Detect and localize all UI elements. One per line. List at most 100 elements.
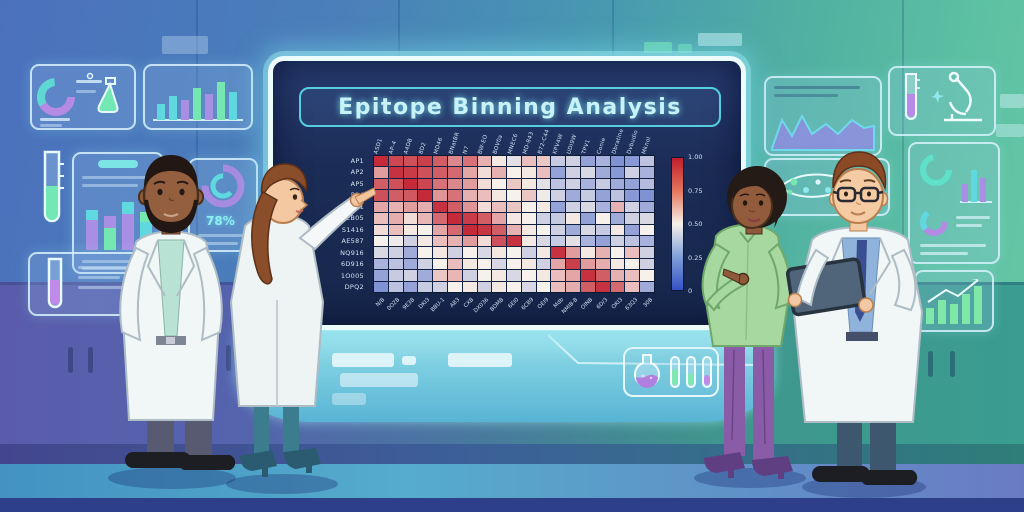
heatmap-cell [462,270,477,281]
heatmap-cell [433,201,447,213]
cabinet-handle [928,351,933,377]
panel-test-tube [28,252,142,316]
heatmap-cell [418,167,433,178]
heatmap-cell [625,201,640,213]
heatmap-cell [388,201,403,213]
heatmap-cell [581,235,595,247]
heatmap-cell [507,281,521,292]
heatmap-col-label-top: A4DB [403,137,415,155]
heatmap-cell [640,213,654,224]
heatmap-cell [418,190,433,201]
heatmap-cell [492,235,507,247]
heatmap-cell [433,247,447,258]
heatmap-cell [595,201,610,213]
heatmap-row-label: AP5 [350,179,364,188]
panel-microscope [888,66,996,136]
heatmap-cell [536,270,551,281]
heatmap-cell [521,156,536,167]
text-line [82,184,138,187]
panel-area-chart [764,76,882,156]
gauge-icon [201,164,245,208]
heatmap-col-label-top: Conie [596,136,608,155]
heatmap-row-label: AP2 [350,168,364,177]
heatmap-cell [507,201,521,213]
wall-deco [644,42,672,53]
microscope-panel-graphics [905,71,982,122]
heatmap-cell [640,201,654,213]
panel-petri-dish [764,158,890,216]
heatmap-cell [551,190,566,201]
heatmap-cell [625,235,640,247]
heatmap-cell [477,235,492,247]
heatmap-cell [551,156,566,167]
test-tube-icon [670,356,680,388]
heatmap-cell [492,156,507,167]
heatmap-col-label-top: N7 [462,145,472,155]
heatmap-cell [581,190,595,201]
heatmap-cell [640,270,654,281]
panel-bar-chart [143,64,253,130]
heatmap-cell [477,270,492,281]
console-button [402,356,416,365]
heatmap-cell [418,258,433,270]
heatmap-col-label-top: ASD1 [373,137,385,155]
heatmap-cell [433,213,447,224]
heatmap-cell [507,156,521,167]
heatmap-cell [581,213,595,224]
wall-seam [196,0,198,282]
heatmap-cell [447,213,462,224]
heatmap-cell [551,167,566,178]
heatmap-cell [492,224,507,235]
heatmap-cell [521,281,536,292]
heatmap-cell [521,178,536,190]
heatmap-cell [595,247,610,258]
heatmap-cell [640,258,654,270]
heatmap-cell [388,247,403,258]
heatmap-cell [433,167,447,178]
heatmap-cell [625,247,640,258]
heatmap-cell [625,224,640,235]
heatmap-cell [447,156,462,167]
heatmap-cell [462,213,477,224]
heatmap-colorbar [671,157,684,291]
sparkle-icon [931,90,944,103]
heatmap-cell [477,224,492,235]
wall-seam [398,0,400,60]
heatmap-cell [374,270,388,281]
heatmap-cell [566,167,581,178]
heatmap-cell [566,190,581,201]
heatmap-cell [566,224,581,235]
heatmap-cell [610,201,625,213]
heatmap-cell [462,178,477,190]
heatmap-cell [566,258,581,270]
heatmap-cell [521,201,536,213]
floor-edge [0,498,1024,512]
heatmap-cell [492,281,507,292]
heatmap-cell [536,156,551,167]
text-line [76,80,102,83]
heatmap-cell [462,258,477,270]
heatmap-cell [595,213,610,224]
heatmap-col-label-top: Dvbudio [626,129,640,155]
heatmap-cell [388,156,403,167]
heatmap-cell [477,156,492,167]
heatmap-cell [492,167,507,178]
heatmap-cell [447,247,462,258]
cabinet-handle [950,351,955,377]
panel-rings-bars [908,142,1000,264]
heatmap-grid [373,155,655,293]
heatmap-cell [625,258,640,270]
test-tube-large [36,148,68,232]
text-line [82,176,152,179]
heatmap-cell [507,247,521,258]
heatmap-cell [492,178,507,190]
petri-dish-icon [778,173,878,198]
heatmap-cell [418,156,433,167]
heatmap-cell [536,258,551,270]
heatmap-cell [595,235,610,247]
pipette-icon [86,72,94,80]
heatmap-col-label-top: MD46 [433,136,445,155]
heatmap-row-label: NQ916 [340,248,364,257]
heatmap-cell [447,167,462,178]
heatmap-row-label: P04 [350,191,364,200]
